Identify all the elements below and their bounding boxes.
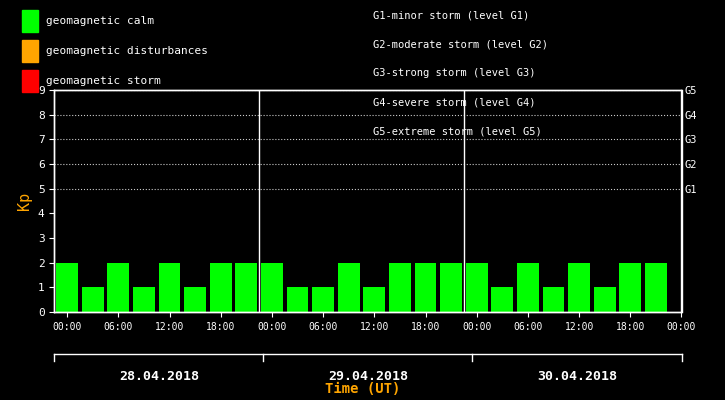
Text: 28.04.2018: 28.04.2018 [119, 370, 199, 382]
Bar [492, 287, 513, 312]
Text: 30.04.2018: 30.04.2018 [537, 370, 617, 382]
Bar [542, 287, 564, 312]
Bar [57, 263, 78, 312]
Text: G1-minor storm (level G1): G1-minor storm (level G1) [373, 10, 530, 20]
Bar [82, 287, 104, 312]
Bar [312, 287, 334, 312]
Text: Time (UT): Time (UT) [325, 382, 400, 396]
Text: G2-moderate storm (level G2): G2-moderate storm (level G2) [373, 39, 548, 49]
Bar [466, 263, 488, 312]
Text: G3-strong storm (level G3): G3-strong storm (level G3) [373, 68, 536, 78]
Bar [440, 263, 462, 312]
Bar [236, 263, 257, 312]
Bar [517, 263, 539, 312]
Bar [210, 263, 231, 312]
Bar [363, 287, 385, 312]
Text: geomagnetic storm: geomagnetic storm [46, 76, 161, 86]
Text: G4-severe storm (level G4): G4-severe storm (level G4) [373, 98, 536, 108]
Bar [415, 263, 436, 312]
Bar [261, 263, 283, 312]
Bar [107, 263, 129, 312]
Bar [619, 263, 641, 312]
Bar [568, 263, 590, 312]
Bar [645, 263, 667, 312]
Bar [389, 263, 411, 312]
Bar [184, 287, 206, 312]
Bar [159, 263, 181, 312]
Bar [594, 287, 616, 312]
Bar [286, 287, 308, 312]
Bar [133, 287, 155, 312]
Text: geomagnetic disturbances: geomagnetic disturbances [46, 46, 208, 56]
Text: geomagnetic calm: geomagnetic calm [46, 16, 154, 26]
Bar [338, 263, 360, 312]
Text: 29.04.2018: 29.04.2018 [328, 370, 408, 382]
Text: G5-extreme storm (level G5): G5-extreme storm (level G5) [373, 127, 542, 137]
Y-axis label: Kp: Kp [17, 192, 33, 210]
